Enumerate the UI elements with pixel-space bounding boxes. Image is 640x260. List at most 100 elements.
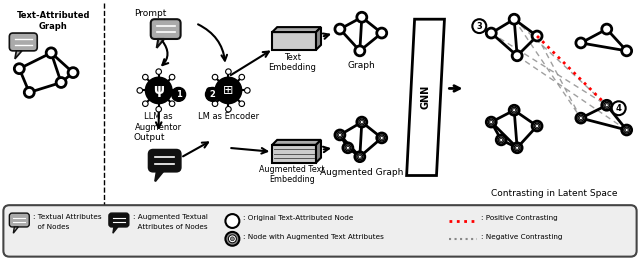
Circle shape — [488, 119, 494, 125]
Circle shape — [490, 121, 493, 123]
Polygon shape — [272, 27, 321, 32]
Circle shape — [207, 88, 212, 93]
Circle shape — [512, 51, 522, 61]
Circle shape — [225, 232, 239, 246]
Text: : Augmented Textual: : Augmented Textual — [133, 214, 208, 220]
Text: 2: 2 — [209, 90, 216, 99]
Circle shape — [377, 28, 387, 38]
Text: ⊞: ⊞ — [223, 84, 234, 97]
Circle shape — [509, 14, 519, 24]
Text: : Original Text-Attributed Node: : Original Text-Attributed Node — [243, 215, 354, 221]
Polygon shape — [113, 227, 118, 233]
Text: ψ: ψ — [153, 83, 164, 98]
Circle shape — [170, 101, 175, 107]
Circle shape — [137, 88, 143, 93]
Circle shape — [346, 146, 349, 149]
Polygon shape — [155, 172, 163, 181]
FancyBboxPatch shape — [151, 19, 180, 39]
Circle shape — [170, 74, 175, 80]
FancyBboxPatch shape — [10, 33, 37, 51]
Circle shape — [377, 133, 387, 143]
Circle shape — [379, 135, 385, 141]
Polygon shape — [406, 19, 444, 176]
Text: Augmented Text
Embedding: Augmented Text Embedding — [259, 165, 325, 184]
Text: : Negative Contrasting: : Negative Contrasting — [481, 234, 563, 240]
Circle shape — [604, 102, 610, 108]
Text: LM as Encoder: LM as Encoder — [198, 112, 259, 121]
Circle shape — [355, 152, 365, 162]
Circle shape — [226, 106, 231, 112]
Circle shape — [212, 101, 218, 107]
Circle shape — [357, 154, 363, 160]
Circle shape — [337, 132, 343, 138]
Circle shape — [623, 127, 630, 133]
Text: Text-Attributed
Graph: Text-Attributed Graph — [17, 11, 90, 31]
Circle shape — [486, 117, 496, 127]
Circle shape — [358, 155, 362, 158]
Polygon shape — [13, 227, 19, 233]
Circle shape — [511, 107, 517, 113]
Circle shape — [156, 69, 161, 74]
Circle shape — [534, 123, 540, 129]
FancyBboxPatch shape — [148, 150, 180, 172]
FancyBboxPatch shape — [272, 32, 316, 50]
Text: LLM as
Augmentor: LLM as Augmentor — [135, 112, 182, 132]
Circle shape — [156, 106, 161, 112]
FancyBboxPatch shape — [3, 205, 637, 257]
Circle shape — [143, 101, 148, 107]
Circle shape — [239, 101, 244, 107]
FancyBboxPatch shape — [10, 213, 29, 227]
Text: Graph: Graph — [348, 61, 376, 70]
Circle shape — [516, 146, 518, 149]
Circle shape — [212, 74, 218, 80]
Polygon shape — [15, 51, 22, 59]
Circle shape — [509, 105, 519, 115]
Circle shape — [513, 109, 516, 112]
Circle shape — [602, 100, 612, 110]
Circle shape — [576, 38, 586, 48]
Circle shape — [68, 68, 78, 77]
Circle shape — [578, 115, 584, 121]
Circle shape — [46, 48, 56, 58]
Circle shape — [602, 24, 612, 34]
Circle shape — [576, 113, 586, 123]
Circle shape — [343, 143, 353, 153]
Text: : Node with Augmented Text Attributes: : Node with Augmented Text Attributes — [243, 234, 384, 240]
Text: Text
Embedding: Text Embedding — [268, 53, 316, 72]
Text: 3: 3 — [476, 22, 482, 31]
Circle shape — [175, 88, 180, 93]
Text: of Nodes: of Nodes — [33, 224, 70, 230]
Circle shape — [355, 46, 365, 56]
Circle shape — [146, 77, 172, 103]
Circle shape — [205, 87, 220, 101]
Circle shape — [605, 104, 608, 107]
Circle shape — [56, 77, 66, 87]
Circle shape — [244, 88, 250, 93]
Circle shape — [360, 121, 364, 123]
Polygon shape — [272, 140, 321, 145]
Circle shape — [359, 119, 365, 125]
FancyBboxPatch shape — [109, 213, 129, 227]
Polygon shape — [316, 140, 321, 163]
Circle shape — [143, 74, 148, 80]
Text: : Textual Attributes: : Textual Attributes — [33, 214, 102, 220]
Circle shape — [380, 136, 383, 139]
Text: Prompt: Prompt — [134, 9, 166, 18]
Text: 4: 4 — [616, 104, 621, 113]
Text: Output: Output — [134, 133, 165, 142]
Circle shape — [345, 145, 351, 151]
Circle shape — [486, 28, 496, 38]
Circle shape — [239, 74, 244, 80]
Text: GNN: GNN — [420, 85, 431, 109]
Circle shape — [621, 46, 632, 56]
Text: 1: 1 — [175, 90, 182, 99]
Polygon shape — [157, 39, 164, 48]
Text: Attributes of Nodes: Attributes of Nodes — [133, 224, 207, 230]
Circle shape — [172, 87, 186, 101]
Circle shape — [216, 77, 241, 103]
Circle shape — [230, 237, 234, 241]
Circle shape — [335, 24, 345, 34]
Circle shape — [612, 101, 626, 115]
Circle shape — [532, 31, 542, 41]
Circle shape — [536, 125, 538, 127]
